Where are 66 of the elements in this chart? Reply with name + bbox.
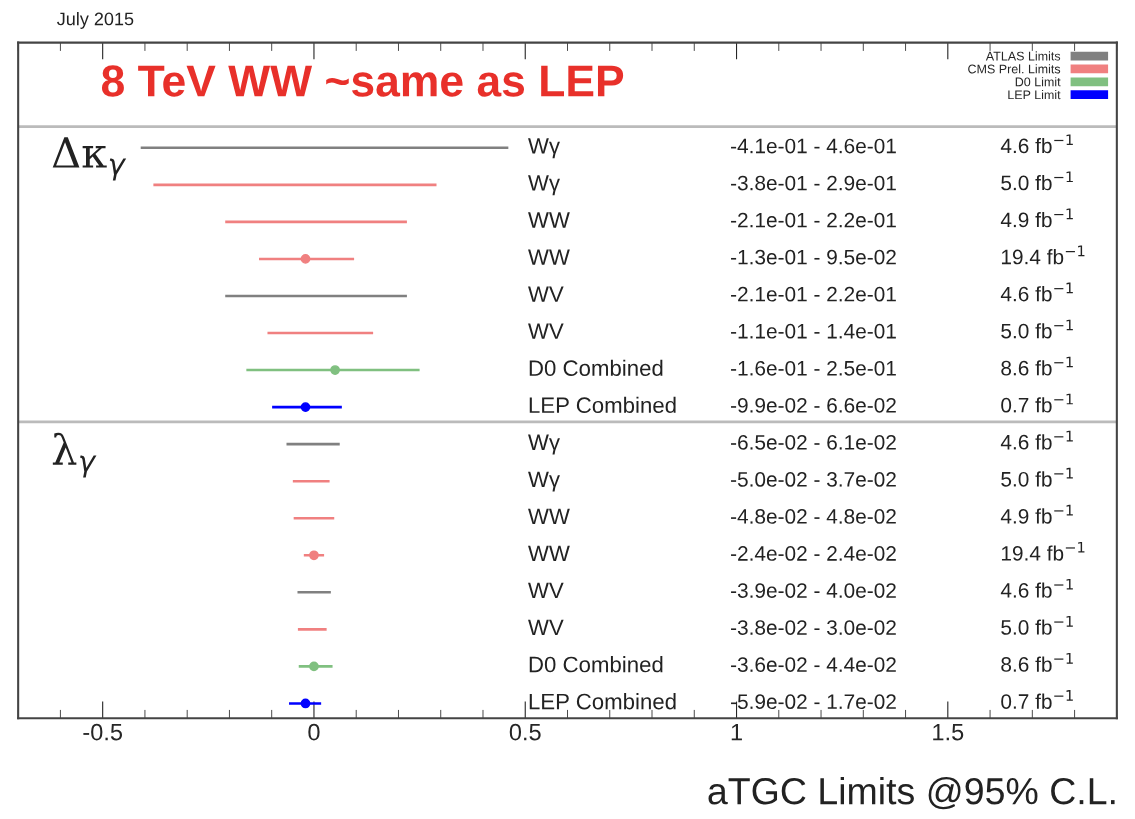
x-tick-label: 1 — [731, 723, 742, 741]
annotation: -5.0e-02 - 3.7e-02 — [731, 472, 896, 487]
annotation: -2.4e-02 - 2.4e-02 — [731, 546, 896, 561]
y-tick-label: WV — [528, 582, 564, 599]
annotation: -1.1e-01 - 1.4e-01 — [731, 323, 896, 339]
y2-tick-label: 4.6 fb$^{−1}$ — [1000, 134, 1073, 154]
legend-label: CMS Prel. Limits — [968, 64, 1061, 74]
y2-tick-label: 5.0 fb$^{−1}$ — [1001, 616, 1073, 635]
y-tick-label: D0 Combined — [529, 656, 663, 673]
y2-tick-label: 4.6 fb$^{−1}$ — [1000, 282, 1073, 302]
y-tick-label: WW — [528, 545, 570, 562]
bar — [140, 146, 509, 150]
annotation: -2.1e-01 - 2.2e-01 — [731, 286, 896, 302]
y-tick-label: WV — [528, 323, 564, 339]
y-tick-label: LEP Combined — [529, 693, 676, 710]
y-tick-label: WW — [528, 212, 570, 228]
y2-tick-label: 0.7 fb$^{−1}$ — [1001, 393, 1073, 413]
y-tick-label: WV — [528, 619, 564, 636]
x-tick-label: 0.5 — [509, 723, 541, 741]
y2-tick-label: 5.0 fb$^{−1}$ — [1001, 319, 1073, 339]
legend-label: LEP Limit — [1008, 90, 1061, 100]
y2-tick-label: 19.4 fb$^{−1}$ — [1001, 541, 1085, 561]
annotation: λ$_{γ}$ — [52, 432, 97, 478]
y2-tick-label: 19.4 fb$^{−1}$ — [1001, 245, 1085, 265]
y-tick-label: Wγ — [528, 138, 560, 159]
annotation: -4.1e-01 - 4.6e-01 — [731, 138, 896, 154]
bar — [297, 628, 327, 631]
x-tick-label: -0.5 — [83, 723, 123, 741]
y-tick-label: WW — [528, 508, 570, 524]
bar — [293, 516, 335, 520]
y-tick-label: LEP Combined — [529, 396, 676, 414]
y-tick-label: Wγ — [528, 471, 560, 492]
y2-tick-label: 5.0 fb$^{−1}$ — [1001, 171, 1073, 191]
y2-tick-label: 4.6 fb$^{−1}$ — [1000, 578, 1073, 598]
legend-label: ATLAS Limits — [985, 51, 1061, 61]
annotation: -3.8e-02 - 3.0e-02 — [731, 620, 896, 635]
y2-tick-label: 4.6 fb$^{−1}$ — [1000, 430, 1073, 450]
legend-label: D0 Limit — [1015, 77, 1061, 87]
y2-tick-label: 5.0 fb$^{−1}$ — [1001, 467, 1073, 487]
text: July 2015 — [57, 12, 134, 29]
text: aTGC Limits @95% C.L. — [708, 776, 1115, 810]
annotation: -3.6e-02 - 4.4e-02 — [731, 657, 896, 672]
annotation: -1.3e-01 - 9.5e-02 — [731, 249, 896, 265]
x-tick-label: 0 — [308, 723, 320, 741]
annotation: Δκ$_{γ}$ — [52, 137, 127, 181]
x-tick-label: 1.5 — [933, 723, 964, 741]
annotation: -2.1e-01 - 2.2e-01 — [731, 212, 896, 228]
y-tick-label: Wγ — [528, 175, 560, 196]
y-tick-label: Wγ — [528, 434, 560, 455]
annotation: -1.6e-01 - 2.5e-01 — [731, 360, 896, 376]
annotation: -4.8e-02 - 4.8e-02 — [731, 509, 896, 524]
annotation: -6.5e-02 - 6.1e-02 — [731, 434, 896, 450]
y-tick-label: D0 Combined — [529, 359, 663, 377]
y2-tick-label: 4.9 fb$^{−1}$ — [1000, 504, 1073, 524]
y2-tick-label: 8.6 fb$^{−1}$ — [1001, 356, 1073, 376]
annotation: -9.9e-02 - 6.6e-02 — [731, 397, 896, 413]
y2-tick-label: 0.7 fb$^{−1}$ — [1001, 690, 1073, 709]
y2-tick-label: 4.9 fb$^{−1}$ — [1000, 208, 1073, 228]
y-tick-label: WV — [528, 286, 564, 302]
y-tick-label: WW — [528, 249, 570, 265]
bar — [297, 591, 331, 594]
annotation: -3.8e-01 - 2.9e-01 — [731, 175, 896, 191]
annotation: -5.9e-02 - 1.7e-02 — [731, 694, 896, 710]
annotation: -3.9e-02 - 4.0e-02 — [731, 583, 896, 598]
text: 8 TeV WW ~same as LEP — [101, 65, 624, 97]
y2-tick-label: 8.6 fb$^{−1}$ — [1001, 653, 1073, 672]
